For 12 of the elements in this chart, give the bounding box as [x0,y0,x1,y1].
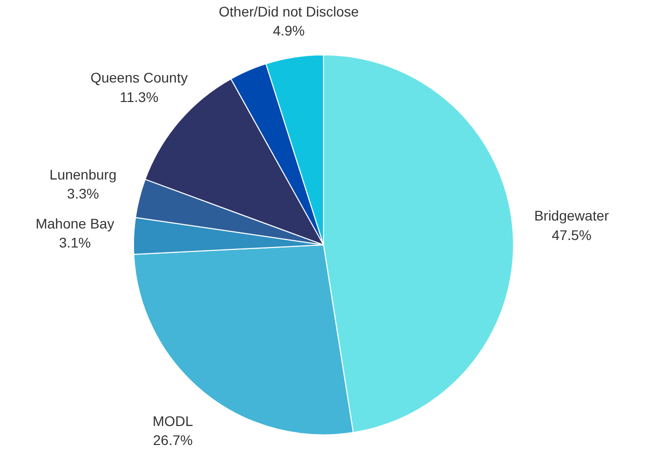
data-label: 3.3% [67,185,99,202]
data-label: 47.5% [552,226,592,243]
slice-label: Lunenburg [50,166,116,182]
slice-label: Queens County [90,70,188,86]
data-label: 26.7% [153,432,193,448]
data-label: 11.3% [120,88,158,105]
slice-label: Bridgewater [534,208,610,224]
slice-label: Mahone Bay [36,215,114,232]
data-label: 4.9% [272,22,305,39]
slice-label: MODL [152,412,194,429]
data-label: 3.1% [58,234,91,251]
slice-label: Other/Did not Disclose [218,4,360,20]
